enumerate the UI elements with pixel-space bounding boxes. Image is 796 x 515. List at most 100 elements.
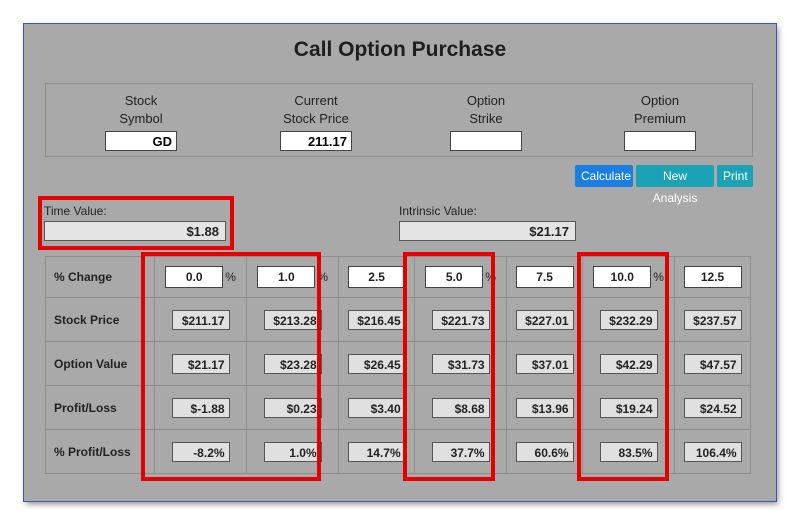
pct-profit-loss-value: 83.5% (599, 441, 658, 462)
pct-profit-loss-value: 1.0% (263, 441, 322, 462)
change-cell: 0.0% (153, 256, 248, 298)
row-label-profit-loss: Profit/Loss (45, 385, 155, 430)
table-row-pct-profit-loss: % Profit/Loss -8.2% 1.0% 14.7% 37.7% 60.… (45, 429, 751, 474)
table-cell: 106.4% (674, 429, 751, 474)
time-value-label: Time Value: (44, 204, 107, 218)
calculator-panel: Call Option Purchase Stock Symbol Curren… (24, 24, 776, 501)
option-value-value: $21.17 (171, 353, 230, 374)
table-cell: $47.57 (674, 341, 751, 386)
change-cell: 7.5 (506, 256, 583, 298)
change-input[interactable]: 7.5 (515, 266, 574, 288)
premium-label-line1: Option (640, 93, 680, 108)
table-cell: $232.29 (581, 297, 676, 342)
change-input[interactable]: 5.0 (425, 266, 484, 288)
premium-label-line2: Premium (633, 111, 686, 126)
stock-price-value: $221.73 (431, 309, 490, 330)
stock-price-value: $216.45 (347, 309, 406, 330)
symbol-label-line1: Stock (124, 93, 158, 108)
table-cell: $13.96 (506, 385, 583, 430)
row-label-change: % Change (45, 256, 155, 298)
page-title: Call Option Purchase (293, 38, 507, 61)
strike-input[interactable] (450, 131, 522, 151)
profit-loss-value: $3.40 (347, 397, 406, 418)
change-input[interactable]: 10.0 (593, 266, 652, 288)
symbol-label-line2: Symbol (119, 111, 163, 126)
option-value-value: $47.57 (683, 353, 742, 374)
option-value-value: $26.45 (347, 353, 406, 374)
table-cell: 14.7% (338, 429, 416, 474)
row-label-pct-profit-loss: % Profit/Loss (45, 429, 155, 474)
table-cell: 1.0% (246, 429, 340, 474)
stock-price-value: $237.57 (683, 309, 742, 330)
change-input[interactable]: 1.0 (257, 266, 316, 288)
option-value-value: $31.73 (431, 353, 490, 374)
table-cell: $23.28 (246, 341, 340, 386)
table-row-change: % Change 0.0% 1.0% 2.5 5.0% 7.5 10.0% 12… (45, 256, 751, 298)
table-cell: $21.17 (153, 341, 248, 386)
strike-field-group: Option Strike (421, 92, 551, 151)
percent-sign: % (317, 270, 328, 284)
premium-field-group: Option Premium (595, 92, 725, 151)
row-label-stock-price: Stock Price (45, 297, 155, 342)
table-row-profit-loss: Profit/Loss $-1.88 $0.23 $3.40 $8.68 $13… (45, 385, 751, 430)
intrinsic-value-label: Intrinsic Value: (399, 204, 477, 218)
stock-price-value: $232.29 (599, 309, 658, 330)
stock-price-input[interactable] (280, 131, 352, 151)
table-cell: $24.52 (674, 385, 751, 430)
price-label-line1: Current (294, 93, 338, 108)
option-value-value: $37.01 (515, 353, 574, 374)
table-cell: $221.73 (414, 297, 508, 342)
pct-profit-loss-value: 60.6% (515, 441, 574, 462)
symbol-field-group: Stock Symbol (76, 92, 206, 151)
change-cell: 2.5 (338, 256, 416, 298)
table-cell: $42.29 (581, 341, 676, 386)
time-value-output: $1.88 (44, 221, 226, 241)
profit-loss-value: $24.52 (683, 397, 742, 418)
table-cell: 83.5% (581, 429, 676, 474)
stock-price-value: $211.17 (171, 309, 230, 330)
table-cell: $26.45 (338, 341, 416, 386)
calculate-button[interactable]: Calculate (575, 165, 633, 187)
new-analysis-button[interactable]: New Analysis (636, 165, 714, 205)
option-value-value: $23.28 (263, 353, 322, 374)
profit-loss-value: $8.68 (431, 397, 490, 418)
change-input[interactable]: 2.5 (347, 266, 406, 288)
stock-price-value: $227.01 (515, 309, 574, 330)
premium-input[interactable] (624, 131, 696, 151)
print-button[interactable]: Print (717, 165, 753, 187)
percent-sign: % (653, 270, 664, 284)
table-cell: $216.45 (338, 297, 416, 342)
strike-label-line2: Strike (469, 111, 503, 126)
table-cell: $3.40 (338, 385, 416, 430)
change-cell: 5.0% (414, 256, 508, 298)
symbol-input[interactable] (105, 131, 177, 151)
table-cell: $227.01 (506, 297, 583, 342)
table-cell: $213.28 (246, 297, 340, 342)
stock-price-value: $213.28 (263, 309, 322, 330)
table-cell: 60.6% (506, 429, 583, 474)
table-cell: $31.73 (414, 341, 508, 386)
table-cell: $8.68 (414, 385, 508, 430)
pct-profit-loss-value: 106.4% (683, 441, 742, 462)
table-cell: $211.17 (153, 297, 248, 342)
table-cell: 37.7% (414, 429, 508, 474)
change-cell: 10.0% (581, 256, 676, 298)
profit-loss-value: $13.96 (515, 397, 574, 418)
change-cell: 1.0% (246, 256, 340, 298)
input-section: Stock Symbol Current Stock Price Option … (45, 83, 753, 157)
profit-loss-value: $-1.88 (171, 397, 230, 418)
pct-profit-loss-value: -8.2% (171, 441, 230, 462)
change-input[interactable]: 0.0 (165, 266, 224, 288)
strike-label-line1: Option (466, 93, 506, 108)
row-label-option-value: Option Value (45, 341, 155, 386)
scenario-table: % Change 0.0% 1.0% 2.5 5.0% 7.5 10.0% 12… (45, 256, 751, 474)
change-input[interactable]: 12.5 (683, 266, 742, 288)
table-cell: $19.24 (581, 385, 676, 430)
price-field-group: Current Stock Price (251, 92, 381, 151)
intrinsic-value-output: $21.17 (399, 221, 576, 241)
profit-loss-value: $19.24 (599, 397, 658, 418)
table-cell: $237.57 (674, 297, 751, 342)
table-row-option-value: Option Value $21.17 $23.28 $26.45 $31.73… (45, 341, 751, 386)
option-value-value: $42.29 (599, 353, 658, 374)
price-label-line2: Stock Price (283, 111, 349, 126)
